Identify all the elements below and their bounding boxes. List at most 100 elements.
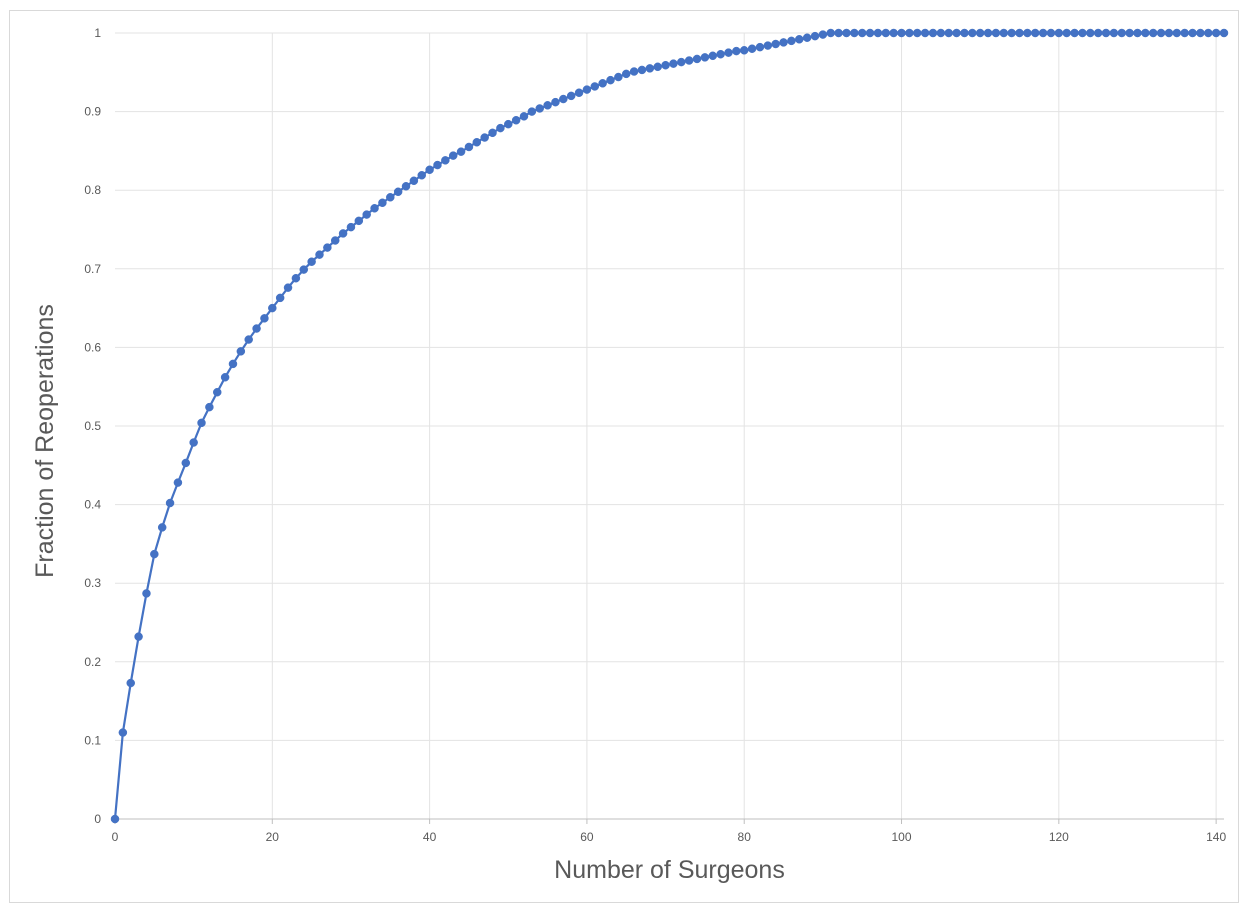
y-axis-title: Fraction of Reoperations bbox=[31, 304, 59, 578]
data-point bbox=[425, 165, 434, 175]
data-point bbox=[897, 28, 906, 38]
data-point bbox=[991, 28, 1001, 38]
data-point bbox=[747, 44, 757, 53]
data-point bbox=[842, 28, 851, 38]
data-point bbox=[260, 314, 269, 323]
data-point bbox=[629, 67, 639, 76]
data-point bbox=[268, 303, 277, 313]
data-point bbox=[732, 46, 741, 56]
data-point bbox=[1141, 28, 1150, 38]
data-point bbox=[433, 160, 442, 170]
data-point bbox=[834, 28, 843, 38]
data-point bbox=[330, 236, 340, 245]
data-point bbox=[779, 38, 788, 47]
data-point bbox=[291, 273, 301, 283]
data-point bbox=[1196, 28, 1205, 38]
y-tick-label: 0.3 bbox=[84, 576, 101, 590]
data-point bbox=[983, 28, 993, 38]
x-tick-label: 80 bbox=[738, 830, 752, 844]
data-point bbox=[1211, 28, 1221, 38]
data-point bbox=[315, 250, 324, 259]
data-point bbox=[504, 119, 513, 129]
data-point bbox=[818, 30, 828, 39]
data-point bbox=[1086, 28, 1095, 38]
data-point bbox=[975, 28, 985, 38]
y-tick-label: 0.9 bbox=[84, 105, 101, 119]
data-point bbox=[614, 72, 623, 82]
data-point bbox=[157, 523, 167, 532]
x-tick-label: 20 bbox=[266, 830, 280, 844]
data-point bbox=[700, 53, 710, 62]
data-point bbox=[134, 632, 143, 641]
data-point bbox=[362, 210, 371, 219]
data-point bbox=[763, 41, 773, 50]
data-point bbox=[299, 265, 309, 274]
data-point bbox=[307, 257, 316, 266]
data-point bbox=[850, 28, 859, 38]
data-point bbox=[873, 28, 883, 38]
data-point bbox=[189, 438, 198, 447]
data-point bbox=[1109, 28, 1119, 38]
data-point bbox=[1093, 28, 1103, 38]
data-point bbox=[637, 65, 647, 75]
data-point bbox=[535, 104, 544, 113]
data-point bbox=[1054, 28, 1064, 38]
data-point bbox=[551, 97, 560, 107]
data-point bbox=[1117, 28, 1127, 38]
chart-area: 0 20 40 60 80 100 120 140 0 0.1 0.2 0.3 0.4 0.5 0.6 0.… bbox=[9, 10, 1239, 903]
data-point bbox=[150, 549, 159, 559]
data-point bbox=[173, 478, 183, 487]
data-point bbox=[645, 64, 655, 73]
data-point bbox=[755, 42, 765, 52]
y-tick-label: 0.2 bbox=[84, 655, 101, 669]
data-point bbox=[653, 62, 662, 72]
x-tick-label: 140 bbox=[1206, 830, 1226, 844]
data-point bbox=[378, 198, 387, 208]
data-point bbox=[236, 347, 246, 356]
data-point bbox=[621, 69, 631, 79]
y-tick-label: 0.1 bbox=[84, 733, 101, 747]
data-point bbox=[810, 31, 820, 41]
y-tick-label: 0.8 bbox=[84, 183, 101, 197]
data-point bbox=[920, 28, 930, 38]
data-point bbox=[142, 589, 151, 598]
data-point bbox=[771, 39, 780, 49]
data-point bbox=[1156, 28, 1166, 38]
data-point bbox=[1133, 28, 1142, 38]
data-point bbox=[559, 94, 568, 104]
data-point bbox=[456, 147, 466, 156]
data-point bbox=[252, 324, 261, 333]
data-point bbox=[346, 222, 356, 232]
data-point bbox=[393, 187, 403, 197]
data-point bbox=[448, 151, 458, 160]
data-point bbox=[354, 216, 364, 226]
data-point bbox=[417, 171, 426, 180]
data-point bbox=[905, 28, 914, 38]
x-tick-label: 40 bbox=[423, 830, 437, 844]
data-point bbox=[1023, 28, 1032, 38]
y-tick-label: 0.7 bbox=[84, 262, 101, 276]
data-point bbox=[952, 28, 961, 38]
data-point bbox=[244, 335, 253, 344]
data-point bbox=[692, 54, 702, 64]
data-point bbox=[677, 57, 686, 67]
data-point bbox=[197, 418, 206, 428]
data-point bbox=[857, 28, 867, 38]
data-point bbox=[960, 28, 969, 38]
data-point bbox=[110, 814, 120, 824]
data-point bbox=[598, 79, 607, 88]
data-point bbox=[1188, 28, 1197, 38]
series-markers bbox=[110, 28, 1229, 824]
data-point bbox=[913, 28, 922, 38]
gridlines bbox=[115, 32, 1224, 819]
axes bbox=[114, 818, 1224, 824]
data-point bbox=[795, 35, 804, 44]
data-point bbox=[826, 28, 835, 38]
data-point bbox=[338, 229, 348, 238]
y-tick-label: 0.6 bbox=[84, 340, 101, 354]
data-point bbox=[527, 107, 537, 116]
data-point bbox=[1101, 28, 1111, 38]
data-point bbox=[582, 85, 592, 94]
data-point bbox=[968, 28, 977, 38]
data-point bbox=[574, 88, 584, 97]
